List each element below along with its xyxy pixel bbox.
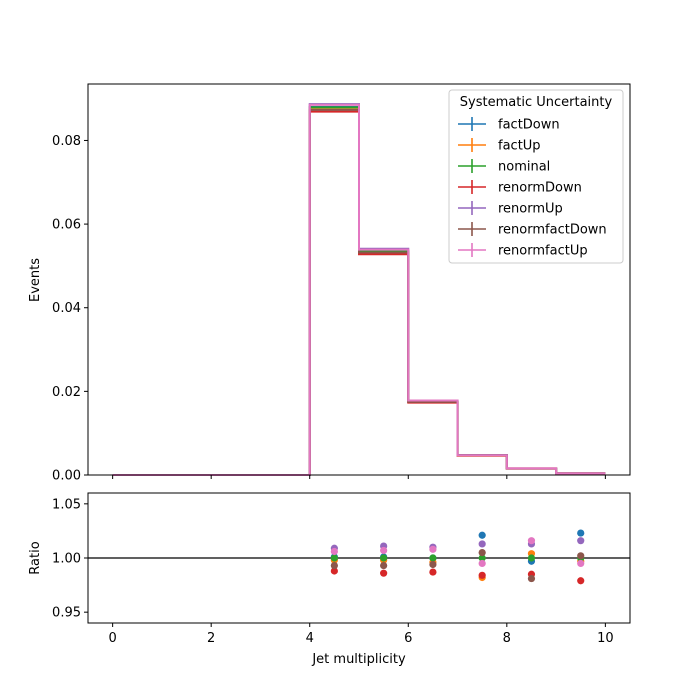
ratio-point-nominal bbox=[478, 554, 486, 562]
histogram-panel: 0.00 0.02 0.04 0.06 0.08 Events Systematic U… bbox=[28, 83, 631, 484]
ratio-points-group bbox=[88, 529, 630, 585]
ratio-x-tick-label: 0 bbox=[108, 631, 116, 646]
ratio-point-nominal bbox=[330, 554, 338, 562]
ratio-y-tick-label: 1.00 bbox=[52, 552, 81, 567]
ratio-point-renormfactUp bbox=[380, 546, 388, 555]
ratio-y-ticks: 0.95 1.00 1.05 bbox=[52, 497, 88, 621]
ratio-x-tick-label: 6 bbox=[404, 631, 412, 646]
ratio-point-renormfactDown bbox=[330, 561, 338, 570]
ratio-x-ticks: 0 2 4 6 8 10 bbox=[108, 623, 614, 646]
ratio-point-renormDown bbox=[429, 568, 437, 576]
ratio-y-tick-label: 0.95 bbox=[52, 606, 81, 621]
legend-label-renormfactDown: renormfactDown bbox=[498, 223, 607, 238]
histogram-y-tick-label: 0.02 bbox=[52, 385, 81, 400]
ratio-point-renormDown bbox=[380, 569, 388, 577]
ratio-point-renormUp bbox=[478, 540, 486, 548]
histogram-y-tick-label: 0.04 bbox=[52, 301, 81, 316]
histogram-x-ticks bbox=[112, 475, 606, 479]
legend-label-renormUp: renormUp bbox=[498, 202, 563, 217]
ratio-point-renormfactDown bbox=[577, 552, 585, 560]
ratio-panel: 0.95 1.00 1.05 0 2 4 6 8 10 Ratio Jet multiplic… bbox=[28, 492, 631, 667]
ratio-x-tick-label: 10 bbox=[597, 631, 614, 646]
ratio-y-tick-label: 1.05 bbox=[52, 497, 81, 512]
histogram-y-ticks: 0.00 0.02 0.04 0.06 0.08 bbox=[52, 134, 88, 484]
legend-label-factUp: factUp bbox=[498, 139, 541, 154]
ratio-point-renormfactDown bbox=[478, 548, 486, 557]
legend-item-renormfactUp: renormfactUp bbox=[458, 243, 588, 259]
legend-title: Systematic Uncertainty bbox=[460, 95, 613, 110]
ratio-point-renormfactUp bbox=[478, 559, 486, 568]
ratio-point-factDown bbox=[478, 531, 486, 539]
legend-item-factDown: factDown bbox=[458, 117, 560, 133]
ratio-point-renormfactUp bbox=[577, 559, 585, 568]
ratio-point-renormfactUp bbox=[429, 545, 437, 553]
legend-item-renormUp: renormUp bbox=[458, 201, 563, 217]
ratio-y-axis-label: Ratio bbox=[28, 541, 43, 574]
legend-item-nominal: nominal bbox=[458, 159, 550, 175]
ratio-point-renormfactDown bbox=[380, 561, 388, 570]
histogram-axes-frame bbox=[87, 83, 631, 476]
histogram-y-axis-label: Events bbox=[28, 258, 43, 302]
ratio-point-nominal bbox=[527, 554, 536, 562]
ratio-point-factDown bbox=[577, 529, 585, 537]
legend-item-factUp: factUp bbox=[458, 138, 541, 154]
ratio-point-renormDown bbox=[330, 567, 338, 575]
ratio-x-tick-label: 8 bbox=[503, 631, 511, 646]
legend-label-factDown: factDown bbox=[498, 118, 560, 133]
ratio-x-tick-label: 2 bbox=[207, 631, 215, 646]
legend-item-renormfactDown: renormfactDown bbox=[458, 222, 607, 238]
ratio-point-renormDown bbox=[478, 571, 486, 579]
ratio-point-renormfactDown bbox=[429, 560, 437, 569]
ratio-x-axis-label: Jet multiplicity bbox=[311, 652, 406, 667]
legend: Systematic Uncertainty factDown factUp nom… bbox=[448, 89, 624, 264]
histogram-y-tick-label: 0.08 bbox=[52, 134, 81, 149]
ratio-point-nominal bbox=[429, 554, 437, 562]
legend-items: factDown factUp nominal renormDown renormUp r… bbox=[458, 117, 607, 259]
ratio-point-nominal bbox=[380, 554, 388, 562]
histogram-y-tick-label: 0.06 bbox=[52, 218, 81, 233]
legend-label-renormfactUp: renormfactUp bbox=[498, 244, 588, 259]
ratio-point-renormUp bbox=[577, 537, 585, 545]
legend-label-renormDown: renormDown bbox=[498, 181, 582, 196]
legend-item-renormDown: renormDown bbox=[458, 180, 582, 196]
ratio-point-renormDown bbox=[577, 577, 585, 585]
ratio-point-renormfactDown bbox=[527, 574, 536, 583]
ratio-axes-frame bbox=[87, 492, 631, 624]
ratio-point-renormfactUp bbox=[330, 547, 338, 556]
legend-label-nominal: nominal bbox=[498, 160, 550, 175]
ratio-point-renormfactUp bbox=[527, 537, 536, 545]
histogram-y-tick-label: 0.00 bbox=[52, 469, 81, 484]
legend-frame bbox=[448, 89, 624, 264]
ratio-x-tick-label: 4 bbox=[306, 631, 314, 646]
